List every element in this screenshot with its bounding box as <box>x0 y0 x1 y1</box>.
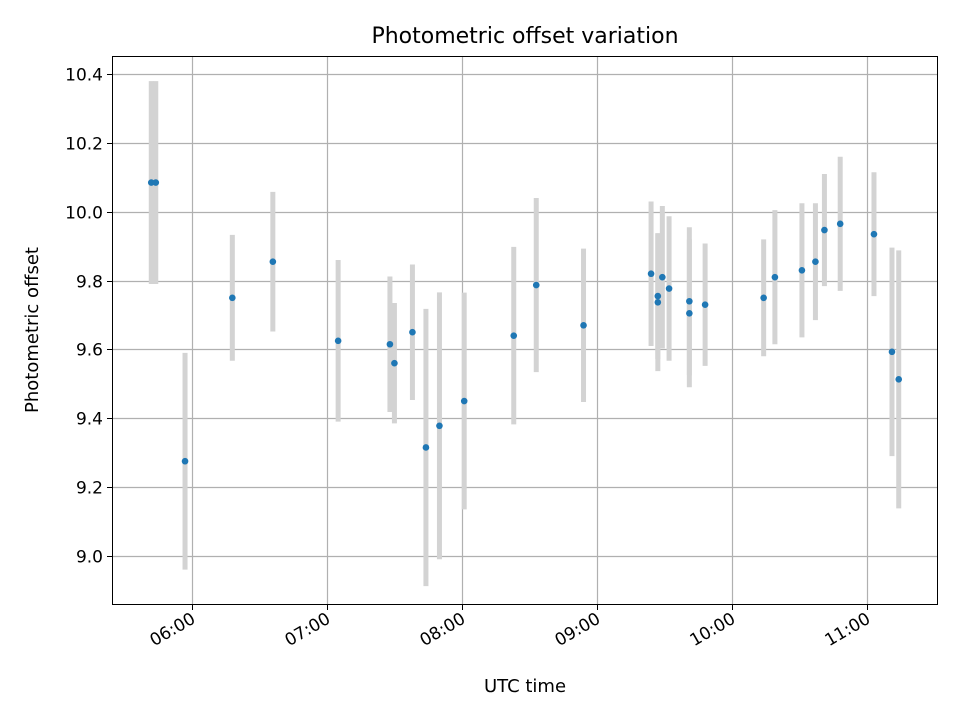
data-point <box>510 332 518 339</box>
plot-frame <box>112 56 938 605</box>
y-tick-label: 10.2 <box>65 135 103 155</box>
data-point <box>386 340 394 348</box>
data-point <box>269 258 277 265</box>
data-point <box>152 179 160 186</box>
data-point <box>647 270 655 278</box>
data-points <box>147 179 903 465</box>
data-point <box>686 297 693 305</box>
y-tick-label: 9.4 <box>76 410 103 430</box>
data-point <box>870 230 878 238</box>
data-point <box>659 273 666 281</box>
data-point <box>654 292 662 300</box>
data-point <box>654 298 662 306</box>
y-tick-label: 9.0 <box>76 548 103 568</box>
data-point <box>181 457 189 465</box>
y-tick-label: 10.4 <box>65 66 103 86</box>
data-point <box>760 294 767 302</box>
data-point <box>229 294 236 302</box>
y-tick-label: 9.2 <box>76 479 103 499</box>
x-axis-label: UTC time <box>484 676 566 697</box>
data-point <box>460 397 468 405</box>
data-point <box>888 348 896 356</box>
data-point <box>836 220 844 228</box>
data-point <box>701 301 709 308</box>
data-point <box>532 281 540 289</box>
data-point <box>895 376 903 383</box>
data-point <box>422 444 430 451</box>
data-point <box>391 359 398 367</box>
chart-title: Photometric offset variation <box>371 24 678 49</box>
y-axis: 9.0 9.2 9.4 9.6 9.8 10.0 10.2 10.4 <box>65 66 113 568</box>
y-tick-label: 9.6 <box>76 341 103 361</box>
y-tick-label: 9.8 <box>76 273 103 293</box>
data-point <box>334 337 342 345</box>
data-point <box>798 266 806 274</box>
data-point <box>409 328 416 336</box>
data-point <box>686 309 693 317</box>
data-point <box>812 258 819 265</box>
data-point <box>771 273 779 281</box>
data-point <box>821 226 828 234</box>
y-axis-label: Photometric offset <box>22 247 43 413</box>
data-point <box>580 322 587 329</box>
y-tick-label: 10.0 <box>65 204 103 224</box>
grid <box>113 57 937 604</box>
data-point <box>665 285 673 292</box>
data-point <box>436 422 443 430</box>
